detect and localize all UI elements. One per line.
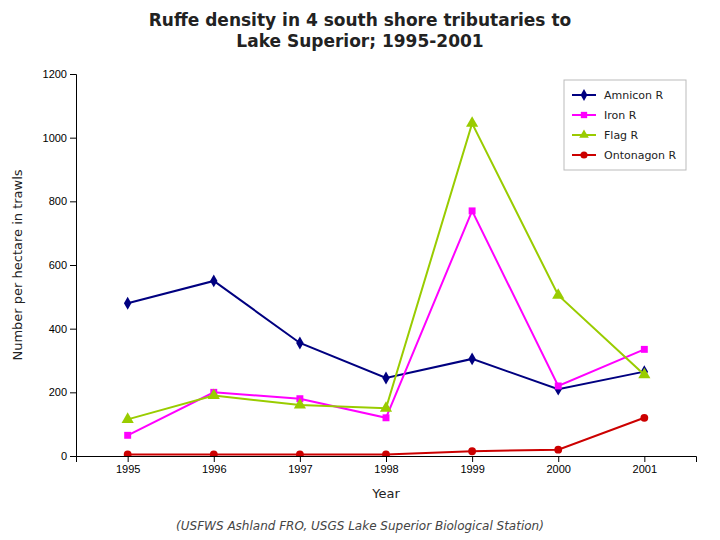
marker xyxy=(124,432,131,439)
tick-mark xyxy=(644,456,645,462)
tick-label: 400 xyxy=(49,323,67,335)
tick: 1998 xyxy=(374,456,398,475)
tick-mark xyxy=(300,456,301,462)
tick-mark xyxy=(70,138,76,139)
y-axis-title: Number per hectare in trawls xyxy=(10,169,25,360)
legend-marker xyxy=(579,129,589,137)
legend-item: Ontonagon R xyxy=(572,149,677,162)
marker xyxy=(382,372,389,385)
legend-marker xyxy=(581,89,588,101)
tick-label: 1997 xyxy=(288,463,312,475)
legend: Amnicon R Iron R Flag R Ontonagon R xyxy=(564,80,686,170)
tick: 1997 xyxy=(288,456,312,475)
tick-label: 1995 xyxy=(116,463,140,475)
series-line xyxy=(128,281,645,389)
tick: 1999 xyxy=(460,456,484,475)
tick-label: 200 xyxy=(49,386,67,398)
tick-mark xyxy=(70,265,76,266)
marker xyxy=(554,446,562,454)
tick-mark xyxy=(70,74,76,75)
marker xyxy=(124,450,132,456)
tick-label: 2001 xyxy=(633,463,657,475)
tick-mark xyxy=(70,456,76,457)
tick-label: 2000 xyxy=(546,463,570,475)
legend-item: Amnicon R xyxy=(572,89,664,102)
tick: 800 xyxy=(49,195,76,207)
marker xyxy=(555,383,562,390)
x-axis: 1995 1996 1997 1998 1999 2000 2001 xyxy=(77,456,697,475)
tick-label: 800 xyxy=(49,195,67,207)
tick-label: 1999 xyxy=(460,463,484,475)
tick: 2001 xyxy=(633,456,657,475)
marker xyxy=(296,337,303,350)
legend-marker xyxy=(580,151,587,158)
marker xyxy=(208,388,220,399)
marker xyxy=(638,368,650,379)
legend-label: Iron R xyxy=(604,109,637,122)
tick-label: 600 xyxy=(49,259,67,271)
x-axis-title: Year xyxy=(371,486,400,501)
marker xyxy=(552,288,564,299)
marker xyxy=(466,116,478,127)
tick-label: 1996 xyxy=(202,463,226,475)
tick-mark xyxy=(70,392,76,393)
legend-label: Ontonagon R xyxy=(604,149,677,162)
series-line xyxy=(128,418,645,455)
tick-mark xyxy=(472,456,473,462)
legend-item: Flag R xyxy=(572,129,639,142)
tick-mark xyxy=(214,456,215,462)
title-line: Ruffe density in 4 south shore tributari… xyxy=(149,10,571,30)
marker xyxy=(640,414,648,422)
marker xyxy=(468,447,476,455)
marker xyxy=(555,383,562,396)
marker xyxy=(383,414,390,421)
tick-mark xyxy=(558,456,559,462)
axis-line xyxy=(70,75,77,457)
tick-mark xyxy=(386,456,387,462)
marker xyxy=(210,274,217,287)
tick-mark xyxy=(128,456,129,462)
tick-label: 0 xyxy=(61,450,67,462)
tick-mark xyxy=(70,201,76,202)
marker xyxy=(122,412,134,423)
tick: 1996 xyxy=(202,456,226,475)
marker xyxy=(380,401,392,412)
tick: 400 xyxy=(49,323,76,335)
marker xyxy=(210,450,218,456)
marker xyxy=(294,398,306,409)
tick: 600 xyxy=(49,259,76,271)
chart: Ruffe density in 4 south shore tributari… xyxy=(0,0,720,540)
tick: 0 xyxy=(61,450,76,462)
axis-line xyxy=(77,457,697,463)
tick: 200 xyxy=(49,386,76,398)
y-axis: 0 200 400 600 800 1000 1200 xyxy=(43,68,77,462)
marker xyxy=(641,346,648,353)
tick-label: 1200 xyxy=(43,68,67,80)
tick-mark xyxy=(70,329,76,330)
series-line xyxy=(128,211,645,435)
marker xyxy=(469,207,476,214)
marker xyxy=(124,297,131,310)
marker xyxy=(468,352,475,365)
tick: 1995 xyxy=(116,456,140,475)
tick: 2000 xyxy=(546,456,570,475)
tick: 1000 xyxy=(43,132,76,144)
legend-marker xyxy=(581,112,587,118)
title: Ruffe density in 4 south shore tributari… xyxy=(149,10,571,51)
marker xyxy=(296,450,304,456)
title-line: Lake Superior; 1995-2001 xyxy=(236,31,483,51)
tick: 1200 xyxy=(43,68,76,80)
subtitle: (USFWS Ashland FRO, USGS Lake Superior B… xyxy=(176,519,544,533)
marker xyxy=(382,450,390,456)
tick-label: 1998 xyxy=(374,463,398,475)
legend-item: Iron R xyxy=(572,109,637,122)
legend-label: Amnicon R xyxy=(604,89,664,102)
legend-box xyxy=(564,80,686,170)
legend-label: Flag R xyxy=(604,129,639,142)
tick-label: 1000 xyxy=(43,132,67,144)
